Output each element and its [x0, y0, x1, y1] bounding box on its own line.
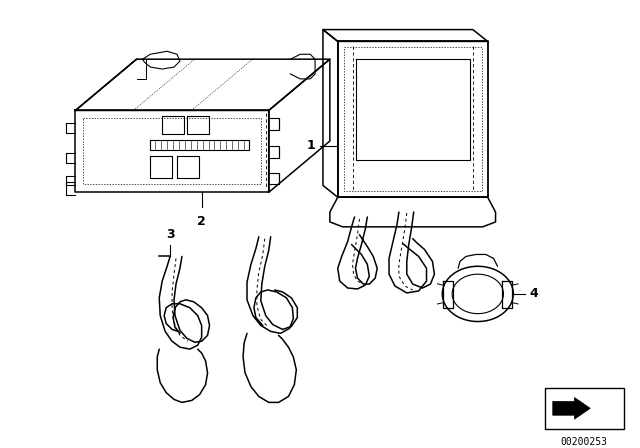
Text: 00200253: 00200253 [561, 437, 608, 447]
Text: 4: 4 [529, 288, 538, 301]
Bar [545, 388, 624, 429]
Polygon shape [553, 397, 590, 419]
Text: 2: 2 [197, 215, 206, 228]
Text: 1: 1 [307, 139, 315, 152]
Text: 3: 3 [166, 228, 174, 241]
